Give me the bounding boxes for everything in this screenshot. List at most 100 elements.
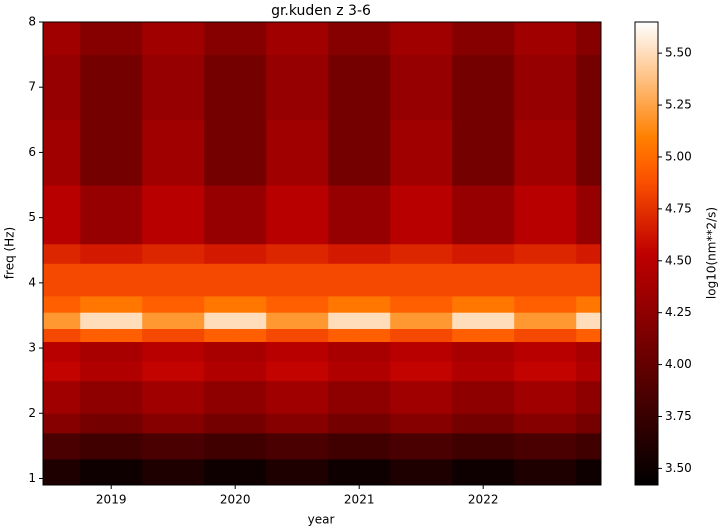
cell: [576, 341, 602, 362]
cell: [576, 312, 602, 329]
colorbar-tick-label: 5.00: [665, 149, 692, 163]
colorbar-tick-label: 4.75: [665, 201, 692, 215]
cell: [483, 263, 515, 297]
cell: [142, 22, 174, 56]
cell: [421, 22, 453, 56]
cell: [483, 380, 515, 414]
cell: [80, 243, 112, 264]
cell: [359, 432, 391, 460]
cell: [390, 312, 422, 329]
y-tick-label: 6: [28, 145, 36, 159]
cell: [328, 328, 360, 343]
cell: [421, 380, 453, 414]
cell: [266, 54, 298, 121]
cell: [173, 22, 205, 56]
cell: [452, 22, 484, 56]
cell: [359, 380, 391, 414]
cell: [266, 263, 298, 297]
cell: [452, 328, 484, 343]
cell: [80, 22, 112, 56]
colorbar-tick-label: 4.00: [665, 357, 692, 371]
cell: [452, 432, 484, 460]
cell: [235, 458, 267, 486]
cell: [483, 243, 515, 264]
cell: [173, 341, 205, 362]
cell: [359, 341, 391, 362]
cell: [297, 243, 329, 264]
cell: [235, 341, 267, 362]
y-tick-label: 8: [28, 15, 36, 29]
cell: [80, 263, 112, 297]
cell: [173, 243, 205, 264]
cell: [43, 380, 81, 414]
cell: [452, 243, 484, 264]
cell: [80, 341, 112, 362]
cell: [111, 458, 143, 486]
cell: [545, 263, 577, 297]
cell: [297, 54, 329, 121]
cell: [297, 312, 329, 329]
cell: [235, 380, 267, 414]
cell: [80, 295, 112, 313]
cell: [545, 22, 577, 56]
cell: [421, 413, 453, 434]
cell: [359, 54, 391, 121]
cell: [576, 22, 602, 56]
colorbar: [634, 21, 659, 486]
cell: [421, 295, 453, 313]
cell: [204, 263, 236, 297]
cell: [111, 243, 143, 264]
x-axis-label: year: [308, 513, 335, 527]
cell: [111, 295, 143, 313]
cell: [390, 328, 422, 343]
y-tick-label: 5: [28, 210, 36, 224]
cell: [235, 328, 267, 343]
cell: [204, 295, 236, 313]
cell: [266, 341, 298, 362]
cell: [43, 413, 81, 434]
cell: [514, 295, 546, 313]
cell: [514, 119, 546, 186]
cell: [266, 413, 298, 434]
x-tick-label: 2021: [344, 493, 375, 507]
cell: [142, 413, 174, 434]
cell: [514, 22, 546, 56]
cell: [514, 380, 546, 414]
cell: [235, 22, 267, 56]
cell: [297, 328, 329, 343]
cell: [328, 341, 360, 362]
cell: [390, 295, 422, 313]
cell: [514, 458, 546, 486]
cell: [173, 295, 205, 313]
colorbar-tick-label: 4.25: [665, 305, 692, 319]
cell: [421, 263, 453, 297]
cell: [452, 119, 484, 186]
cell: [204, 380, 236, 414]
cell: [483, 312, 515, 329]
cell: [266, 458, 298, 486]
cell: [328, 263, 360, 297]
cell: [545, 312, 577, 329]
cell: [43, 312, 81, 329]
cell: [421, 119, 453, 186]
cell: [545, 432, 577, 460]
cell: [390, 243, 422, 264]
cell: [514, 312, 546, 329]
cell: [390, 380, 422, 414]
cell: [545, 413, 577, 434]
cell: [390, 361, 422, 382]
cell: [359, 263, 391, 297]
cell: [545, 380, 577, 414]
cell: [266, 243, 298, 264]
cell: [359, 328, 391, 343]
cell: [173, 119, 205, 186]
cell: [80, 119, 112, 186]
cell: [514, 328, 546, 343]
cell: [111, 312, 143, 329]
chart-title: gr.kuden z 3-6: [271, 3, 371, 19]
cell: [235, 263, 267, 297]
cell: [111, 432, 143, 460]
cell: [204, 22, 236, 56]
plot-frame: [42, 21, 602, 486]
cell: [43, 458, 81, 486]
